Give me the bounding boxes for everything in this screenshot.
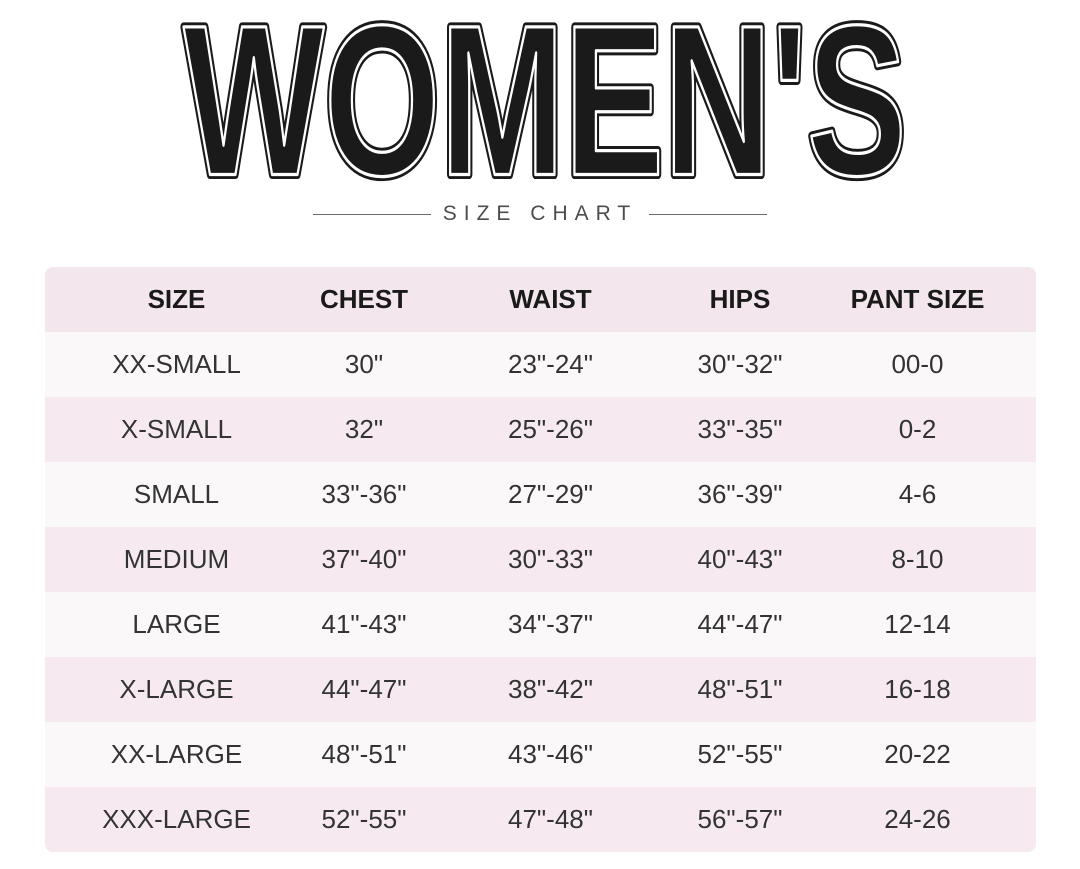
svg-text:WOMEN'S: WOMEN'S	[183, 0, 906, 200]
